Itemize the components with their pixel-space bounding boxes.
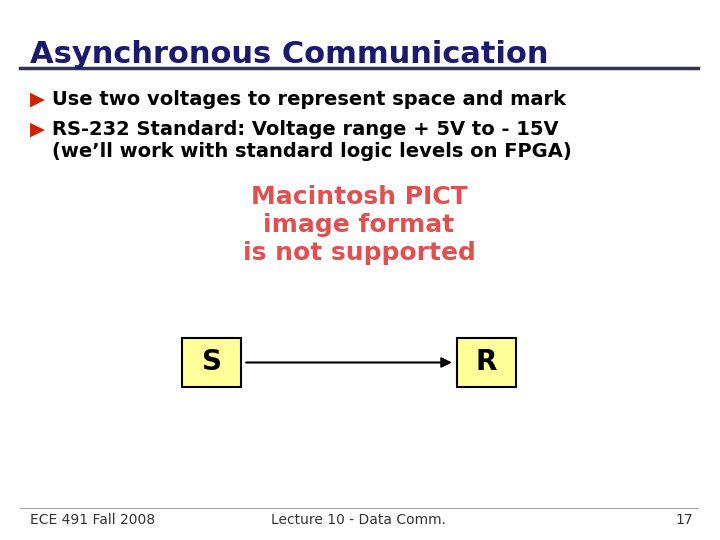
- FancyBboxPatch shape: [456, 338, 516, 387]
- Text: Use two voltages to represent space and mark: Use two voltages to represent space and …: [52, 90, 566, 109]
- Text: (we’ll work with standard logic levels on FPGA): (we’ll work with standard logic levels o…: [52, 142, 572, 161]
- Text: Lecture 10 - Data Comm.: Lecture 10 - Data Comm.: [271, 513, 446, 527]
- Text: ▶: ▶: [30, 90, 45, 109]
- Text: is not supported: is not supported: [243, 241, 475, 265]
- Text: image format: image format: [264, 213, 454, 237]
- FancyArrowPatch shape: [246, 359, 449, 367]
- Text: R: R: [475, 348, 497, 376]
- Text: ▶: ▶: [30, 120, 45, 139]
- Text: 17: 17: [675, 513, 693, 527]
- Text: S: S: [202, 348, 222, 376]
- FancyBboxPatch shape: [182, 338, 241, 387]
- Text: Macintosh PICT: Macintosh PICT: [251, 185, 467, 209]
- Text: ECE 491 Fall 2008: ECE 491 Fall 2008: [30, 513, 155, 527]
- Text: Asynchronous Communication: Asynchronous Communication: [30, 40, 549, 69]
- Text: RS-232 Standard: Voltage range + 5V to - 15V: RS-232 Standard: Voltage range + 5V to -…: [52, 120, 559, 139]
